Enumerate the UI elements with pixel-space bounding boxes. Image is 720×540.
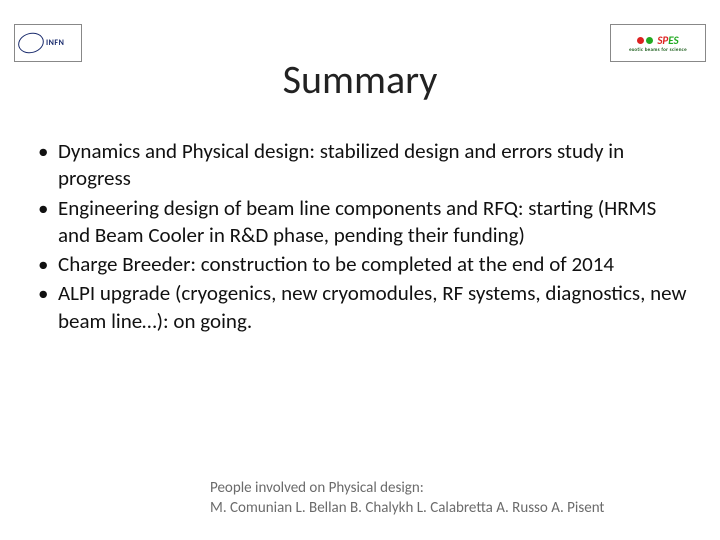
bullet-list: Dynamics and Physical design: stabilized…	[30, 138, 690, 337]
spes-brand: SPES	[657, 34, 678, 47]
spes-brand-red: SP	[657, 34, 668, 47]
spes-brand-green: ES	[668, 34, 678, 47]
footer-line-2: M. Comunian L. Bellan B. Chalykh L. Cala…	[210, 498, 700, 518]
list-item: ALPI upgrade (cryogenics, new cryomodule…	[30, 280, 690, 335]
footer-line-1: People involved on Physical design:	[210, 478, 700, 498]
spes-green-dot-icon	[646, 37, 653, 44]
spes-subtitle: exotic beams for science	[629, 47, 687, 53]
page-title: Summary	[0, 55, 720, 104]
spes-red-dot-icon	[637, 37, 644, 44]
infn-oval-icon	[16, 30, 46, 56]
list-item: Dynamics and Physical design: stabilized…	[30, 138, 690, 193]
logo-infn-inner: INFN	[18, 28, 78, 58]
spes-top: SPES	[637, 34, 678, 47]
footer-credits: People involved on Physical design: M. C…	[210, 478, 700, 519]
list-item: Engineering design of beam line componen…	[30, 195, 690, 250]
list-item: Charge Breeder: construction to be compl…	[30, 251, 690, 278]
infn-text: INFN	[46, 38, 64, 48]
